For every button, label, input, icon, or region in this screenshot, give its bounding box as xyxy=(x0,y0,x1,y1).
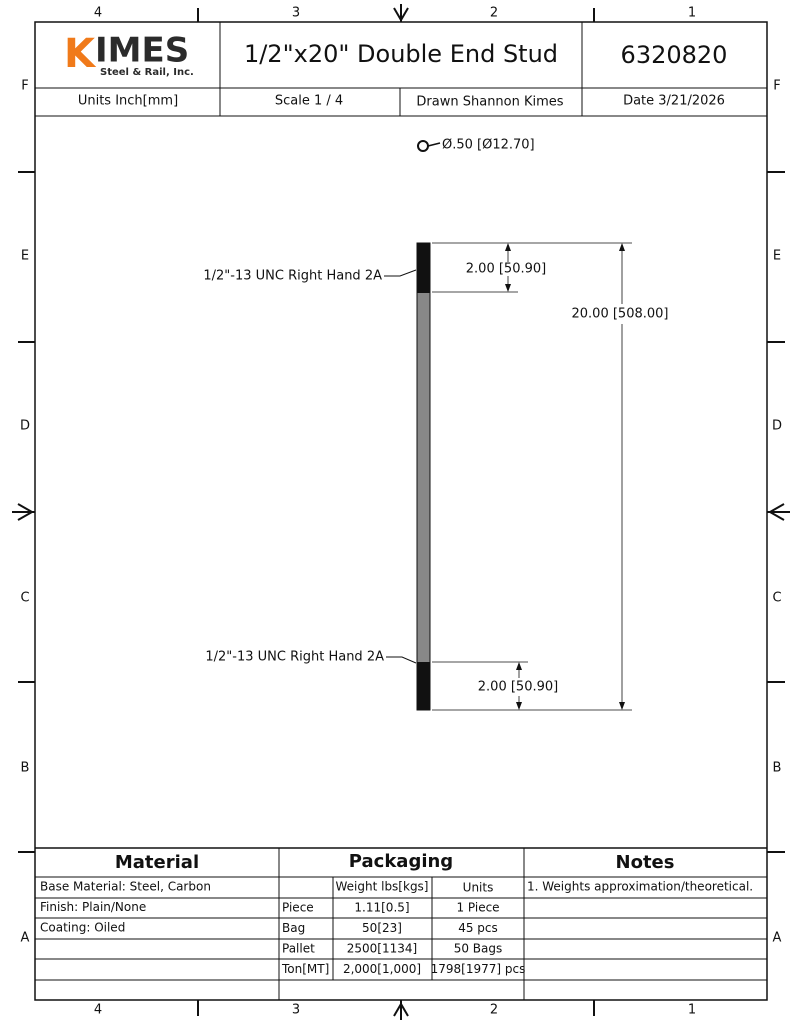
zone-row-label: B xyxy=(21,761,30,776)
logo-text: IMES xyxy=(95,31,189,71)
dim-bg xyxy=(566,304,676,324)
zone-row-label: A xyxy=(21,931,30,946)
dimension-label: 2.00 [50.90] xyxy=(478,680,558,695)
packaging-units: 50 Bags xyxy=(454,942,503,956)
packaging-weight: 2,000[1,000] xyxy=(343,962,421,976)
center-arrow xyxy=(393,1002,409,1017)
thread-callout: 1/2"-13 UNC Right Hand 2A xyxy=(205,650,384,665)
table-header: Units xyxy=(463,881,494,895)
material-row: Coating: Oiled xyxy=(40,921,125,935)
part-number: 6320820 xyxy=(621,41,728,69)
packaging-weight: 1.11[0.5] xyxy=(354,901,409,915)
dim-arrow xyxy=(516,662,522,670)
diameter-label: Ø.50 [Ø12.70] xyxy=(442,138,535,153)
zone-row-label: A xyxy=(773,931,782,946)
drawn-by: Drawn Shannon Kimes xyxy=(416,95,563,110)
scale: Scale 1 / 4 xyxy=(275,94,343,109)
packaging-weight: 50[23] xyxy=(362,921,402,935)
center-arrow xyxy=(17,503,35,521)
packaging-level: Pallet xyxy=(282,942,315,956)
packaging-level: Ton[MT] xyxy=(281,962,329,976)
logo-initial: K xyxy=(64,31,97,77)
dim-arrow xyxy=(516,702,522,710)
zone-row-label: F xyxy=(773,79,780,94)
thread-bottom xyxy=(417,662,430,710)
packaging-level: Piece xyxy=(282,901,314,915)
zone-row-label: E xyxy=(21,249,29,264)
leader xyxy=(384,269,417,277)
diameter-symbol xyxy=(417,140,429,152)
column-title: Material xyxy=(115,852,199,873)
dim-arrow xyxy=(619,243,625,251)
thread-top xyxy=(417,243,430,293)
dimension-label: 2.00 [50.90] xyxy=(466,262,546,277)
units: Units Inch[mm] xyxy=(78,94,178,109)
zone-row-label: E xyxy=(773,249,781,264)
leader xyxy=(386,656,417,664)
logo-subtitle: Steel & Rail, Inc. xyxy=(100,67,194,78)
zone-column-label: 3 xyxy=(292,6,300,21)
dim-arrow xyxy=(505,284,511,292)
center-arrow xyxy=(393,7,409,22)
zone-row-label: B xyxy=(773,761,782,776)
zone-row-label: C xyxy=(772,591,781,606)
packaging-level: Bag xyxy=(282,921,305,935)
zone-row-label: C xyxy=(20,591,29,606)
thread-callout: 1/2"-13 UNC Right Hand 2A xyxy=(203,269,382,284)
zone-column-label: 1 xyxy=(688,1003,696,1018)
zone-column-label: 4 xyxy=(94,6,102,21)
zone-column-label: 2 xyxy=(490,6,498,21)
packaging-units: 1798[1977] pcs xyxy=(431,962,526,976)
title: 1/2"x20" Double End Stud xyxy=(244,40,558,68)
packaging-units: 1 Piece xyxy=(456,901,499,915)
material-row: Finish: Plain/None xyxy=(40,900,146,914)
note: 1. Weights approximation/theoretical. xyxy=(527,880,753,894)
zone-column-label: 4 xyxy=(94,1003,102,1018)
packaging-weight: 2500[1134] xyxy=(347,942,417,956)
column-title: Packaging xyxy=(349,851,453,872)
material-row: Base Material: Steel, Carbon xyxy=(40,880,211,894)
diameter-leader xyxy=(427,142,441,147)
date: Date 3/21/2026 xyxy=(623,94,725,109)
dim-arrow xyxy=(619,702,625,710)
dim-arrow xyxy=(505,243,511,251)
packaging-units: 45 pcs xyxy=(458,921,498,935)
center-arrow xyxy=(767,503,785,521)
zone-column-label: 1 xyxy=(688,6,696,21)
dimension-label: 20.00 [508.00] xyxy=(572,307,669,322)
table-header: Weight lbs[kgs] xyxy=(335,880,428,894)
zone-column-label: 2 xyxy=(490,1003,498,1018)
stud-body xyxy=(416,242,431,711)
zone-column-label: 3 xyxy=(292,1003,300,1018)
zone-row-label: F xyxy=(21,79,28,94)
zone-row-label: D xyxy=(772,419,782,434)
column-title: Notes xyxy=(616,852,675,873)
zone-row-label: D xyxy=(20,419,30,434)
